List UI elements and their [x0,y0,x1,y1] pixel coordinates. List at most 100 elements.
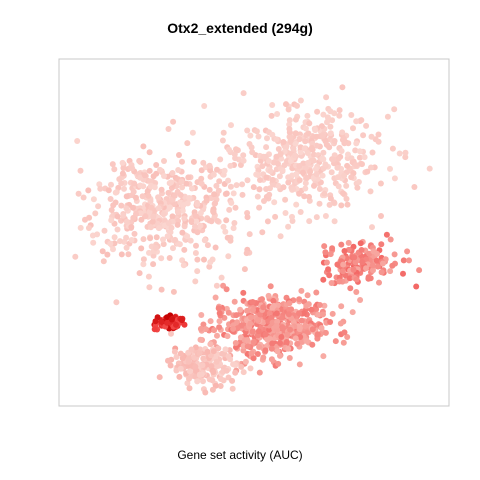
data-point [416,267,422,273]
data-point [207,187,213,193]
data-point [179,317,185,323]
data-point [250,329,256,335]
data-point [241,90,247,96]
data-point [209,377,215,383]
data-point [210,387,216,393]
data-point [366,274,372,280]
data-point [202,390,208,396]
data-point [113,190,119,196]
data-point [357,297,363,303]
data-point [296,163,302,169]
data-point [250,307,256,313]
data-point [266,158,272,164]
data-point [358,240,364,246]
data-point [298,98,304,104]
data-point [319,123,325,129]
data-point [233,312,239,318]
data-point [298,288,304,294]
data-point [353,259,359,265]
data-point [129,165,135,171]
data-point [277,173,283,179]
data-point [205,349,211,355]
data-point [341,140,347,146]
data-point [192,224,198,230]
data-point [194,378,200,384]
data-point [179,178,185,184]
data-point [241,369,247,375]
data-point [164,320,170,326]
data-point [123,235,129,241]
data-point [333,338,339,344]
data-point [337,279,343,285]
data-point [187,385,193,391]
data-point [330,311,336,317]
data-point [150,219,156,225]
data-point [341,173,347,179]
data-point [256,134,262,140]
data-point [320,133,326,139]
data-point [294,341,300,347]
data-point [265,218,271,224]
data-point [211,348,217,354]
data-point [310,326,316,332]
data-point [342,248,348,254]
data-point [200,378,206,384]
data-point [305,160,311,166]
data-point [387,166,393,172]
data-point [216,188,222,194]
data-point [255,172,261,178]
data-point [314,109,320,115]
data-point [170,213,176,219]
data-point [238,364,244,370]
data-point [178,366,184,372]
data-point [207,163,213,169]
data-point [280,139,286,145]
data-point [339,148,345,154]
data-point [271,199,277,205]
data-point [76,191,82,197]
data-point [102,228,108,234]
data-point [357,148,363,154]
data-point [214,359,220,365]
data-point [293,171,299,177]
data-point [340,190,346,196]
data-point [194,257,200,263]
data-point [74,138,80,144]
data-point [354,185,360,191]
data-point [239,181,245,187]
data-point [370,150,376,156]
data-point [86,225,92,231]
data-point [176,152,182,158]
data-point [297,177,303,183]
data-point [151,173,157,179]
data-point [175,222,181,228]
data-point [241,158,247,164]
data-point [306,218,312,224]
data-point [369,134,375,140]
data-point [225,178,231,184]
data-point [146,284,152,290]
data-point [278,334,284,340]
data-point [186,359,192,365]
data-point [215,218,221,224]
data-point [269,113,275,119]
data-point [267,168,273,174]
data-point [297,136,303,142]
data-point [285,174,291,180]
data-point [81,195,87,201]
data-point [401,257,407,263]
data-point [389,263,395,269]
data-point [142,172,148,178]
data-point [152,326,158,332]
data-point [211,209,217,215]
data-point [240,290,246,296]
data-point [120,160,126,166]
data-point [353,162,359,168]
data-point [208,318,214,324]
data-point [332,218,338,224]
data-point [121,186,127,192]
data-point [293,130,299,136]
data-point [320,353,326,359]
data-point [259,163,265,169]
data-point [197,350,203,356]
